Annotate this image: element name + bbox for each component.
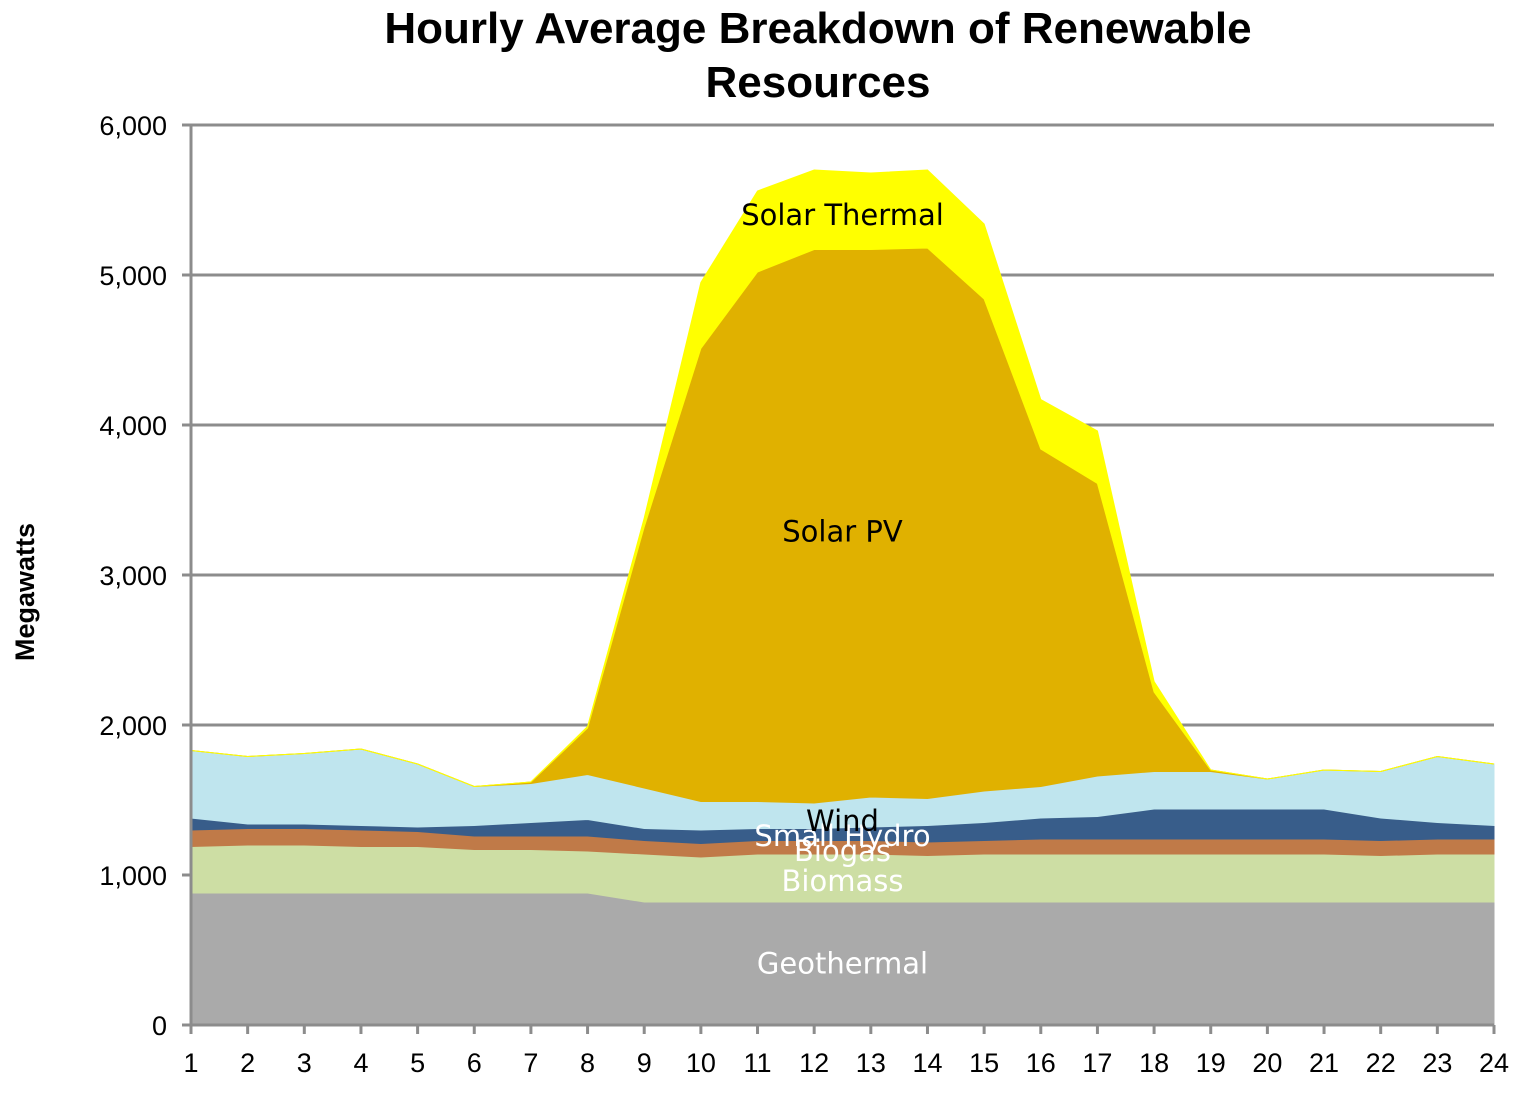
y-tick-label-1: 1,000 — [99, 861, 167, 891]
x-tick-label-8: 9 — [637, 1048, 652, 1078]
x-tick-label-4: 5 — [410, 1048, 425, 1078]
x-tick-label-23: 24 — [1479, 1048, 1509, 1078]
axes — [182, 123, 1496, 1034]
area-label-biogas: Biogas — [794, 834, 891, 868]
area-label-wind: Wind — [806, 804, 879, 838]
chart-title-line-2: Resources — [705, 58, 931, 107]
x-tick-label-15: 16 — [1026, 1048, 1056, 1078]
x-tick-label-5: 6 — [467, 1048, 482, 1078]
area-label-small-hydro: Small Hydro — [754, 819, 930, 853]
x-tick-label-17: 18 — [1139, 1048, 1169, 1078]
stacked-areas — [190, 169, 1495, 1026]
x-tick-label-10: 11 — [744, 1048, 772, 1078]
area-label-solar-pv: Solar PV — [782, 515, 903, 549]
x-tick-label-14: 15 — [969, 1048, 999, 1078]
y-tick-label-0: 0 — [152, 1011, 167, 1041]
y-tick-label-6: 6,000 — [99, 111, 167, 141]
x-tick-label-3: 4 — [353, 1048, 368, 1078]
x-tick-label-7: 8 — [580, 1048, 595, 1078]
x-tick-label-6: 7 — [523, 1048, 538, 1078]
x-tick-label-11: 12 — [799, 1048, 829, 1078]
x-tick-label-20: 21 — [1309, 1048, 1339, 1078]
x-tick-label-16: 17 — [1082, 1048, 1112, 1078]
y-tick-label-5: 5,000 — [99, 261, 167, 291]
x-tick-label-12: 13 — [856, 1048, 886, 1078]
x-tick-label-2: 3 — [297, 1048, 312, 1078]
x-tick-label-21: 22 — [1366, 1048, 1396, 1078]
y-axis-title: Megawatts — [10, 523, 40, 661]
chart-title-line-1: Hourly Average Breakdown of Renewable — [384, 4, 1252, 53]
y-tick-label-2: 2,000 — [99, 711, 167, 741]
x-tick-label-13: 14 — [912, 1048, 942, 1078]
area-solar-thermal — [190, 169, 1495, 788]
area-label-biomass: Biomass — [782, 864, 904, 898]
x-tick-label-1: 2 — [240, 1048, 255, 1078]
x-tick-label-9: 10 — [686, 1048, 716, 1078]
x-tick-labels: 1 2 3 4 5 6 7 8 9 10 11 12 13 14 15 16 17 18 19 20 21 22 23 24 — [183, 1048, 1509, 1078]
y-tick-label-3: 3,000 — [99, 561, 167, 591]
x-tick-label-22: 23 — [1422, 1048, 1452, 1078]
area-label-solar-thermal: Solar Thermal — [741, 198, 944, 232]
y-tick-labels: 0 1,000 2,000 3,000 4,000 5,000 6,000 — [99, 111, 167, 1041]
chart-title: Hourly Average Breakdown of Renewable Re… — [0, 2, 1516, 110]
x-tick-label-0: 1 — [183, 1048, 198, 1078]
x-tick-label-19: 20 — [1252, 1048, 1282, 1078]
x-tick-label-18: 19 — [1196, 1048, 1226, 1078]
area-label-geothermal: Geothermal — [757, 947, 928, 981]
y-tick-label-4: 4,000 — [99, 411, 167, 441]
